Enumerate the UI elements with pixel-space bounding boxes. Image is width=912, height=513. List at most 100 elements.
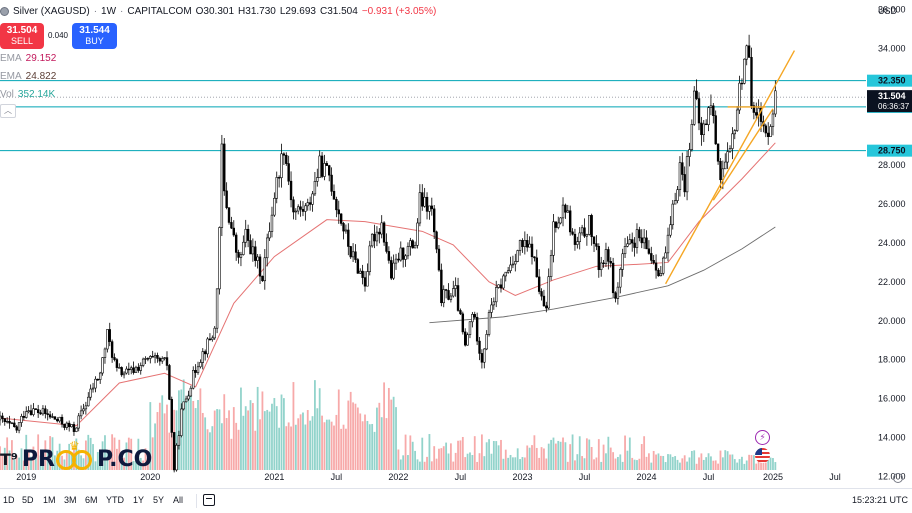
candle-body	[82, 408, 85, 412]
candle-body	[392, 262, 395, 279]
calendar-icon[interactable]	[203, 494, 215, 506]
volume-bar	[688, 457, 691, 470]
candle-body	[535, 257, 538, 278]
volume-bar	[354, 403, 357, 470]
volume-bar	[404, 434, 407, 470]
range-1m[interactable]: 1M	[43, 495, 56, 505]
currency-label[interactable]: USD	[878, 6, 898, 16]
range-1y[interactable]: 1Y	[133, 495, 145, 505]
volume-bar	[6, 437, 9, 470]
candle-body	[506, 270, 510, 273]
volume-bar	[137, 438, 140, 470]
volume-bar	[228, 410, 230, 470]
volume-bar	[445, 442, 448, 470]
lightning-icon[interactable]: ⚡	[755, 430, 770, 445]
candle-body	[576, 241, 579, 245]
range-5y[interactable]: 5Y	[153, 495, 165, 505]
silver-logo-icon	[0, 6, 9, 16]
indicator-ema-fast[interactable]: EMA 29.152	[0, 53, 56, 64]
volume-bar	[256, 386, 259, 470]
volume-bar	[545, 458, 548, 470]
candle-body	[557, 222, 560, 228]
candle-body	[25, 411, 28, 418]
candle-body	[528, 243, 531, 248]
volume-bar	[447, 453, 450, 470]
candle-body	[588, 215, 591, 235]
buy-button[interactable]: 31.544 BUY	[72, 23, 117, 49]
candle-body	[110, 341, 114, 358]
indicator-volume[interactable]: Vol 352.14K	[0, 89, 55, 100]
volume-bar	[149, 402, 152, 470]
timeframe-label[interactable]: 1W	[101, 5, 117, 17]
volume-bar	[216, 409, 218, 470]
volume-bar	[3, 447, 6, 470]
volume-bar	[626, 450, 629, 470]
candle-body	[87, 396, 90, 407]
indicator-ema-slow[interactable]: EMA 24.822	[0, 71, 56, 82]
volume-bar	[325, 419, 328, 470]
candle-body	[339, 213, 343, 224]
symbol-title[interactable]: Silver (XAGUSD)	[13, 5, 90, 17]
trendline	[712, 108, 774, 201]
candle-body	[168, 365, 171, 400]
candle-body	[495, 287, 498, 303]
volume-bar	[44, 440, 47, 470]
volume-bar	[182, 379, 185, 470]
range-3m[interactable]: 3M	[64, 495, 77, 505]
volume-bar	[616, 456, 619, 470]
price-level-tag	[867, 144, 912, 157]
volume-bar	[247, 410, 250, 470]
volume-bar	[204, 417, 207, 470]
volume-bar	[755, 463, 758, 470]
volume-bar	[593, 459, 595, 470]
price-axis-tick-label: 14.000	[878, 432, 906, 442]
volume-bar	[373, 431, 376, 470]
volume-bar	[533, 435, 536, 470]
candle-body	[139, 365, 142, 371]
candle-body	[740, 82, 744, 85]
candle-body	[316, 177, 319, 182]
candle-body	[187, 395, 190, 400]
range-1d[interactable]: 1D	[3, 495, 15, 505]
candle-body	[287, 163, 290, 182]
volume-bar	[690, 450, 693, 470]
range-all[interactable]: All	[173, 495, 184, 505]
candle-body	[130, 367, 133, 370]
volume-bar	[302, 412, 304, 470]
price-chart[interactable]: 12.000 14.000 16.000 18.000 20.000 22.000 24.0…	[0, 0, 912, 488]
candle-body	[452, 288, 455, 297]
volume-bar	[452, 461, 455, 470]
candle-body	[378, 231, 381, 235]
volume-bar	[588, 439, 591, 470]
volume-bar	[266, 409, 269, 470]
gear-icon[interactable]	[893, 473, 903, 483]
candle-body	[349, 246, 352, 258]
volume-bar	[674, 456, 677, 470]
candle-body	[399, 247, 402, 261]
candle-body	[65, 422, 68, 428]
candle-body	[425, 196, 429, 212]
volume-bar	[368, 424, 371, 470]
candle-body	[118, 367, 121, 369]
sell-button[interactable]: 31.504 SELL	[0, 23, 44, 49]
volume-bar	[478, 453, 481, 470]
buy-price: 31.544	[79, 25, 110, 36]
candle-body	[113, 357, 116, 360]
candle-body	[647, 248, 651, 254]
volume-bar	[275, 406, 278, 470]
collapse-chevron-icon[interactable]: ︿	[0, 104, 16, 118]
candle-body	[375, 231, 379, 242]
candle-body	[137, 366, 140, 371]
range-5d[interactable]: 5D	[22, 495, 34, 505]
candle-body	[659, 273, 663, 277]
volume-bar	[483, 456, 486, 470]
volume-bar	[748, 454, 751, 470]
volume-bar	[636, 460, 638, 470]
candle-body	[153, 355, 157, 358]
range-6m[interactable]: 6M	[85, 495, 98, 505]
volume-bar	[175, 410, 178, 470]
us-flag-icon[interactable]	[755, 448, 770, 463]
range-ytd[interactable]: YTD	[106, 495, 124, 505]
utc-clock[interactable]: 15:23:21 UTC	[852, 495, 909, 505]
candle-body	[0, 415, 2, 421]
